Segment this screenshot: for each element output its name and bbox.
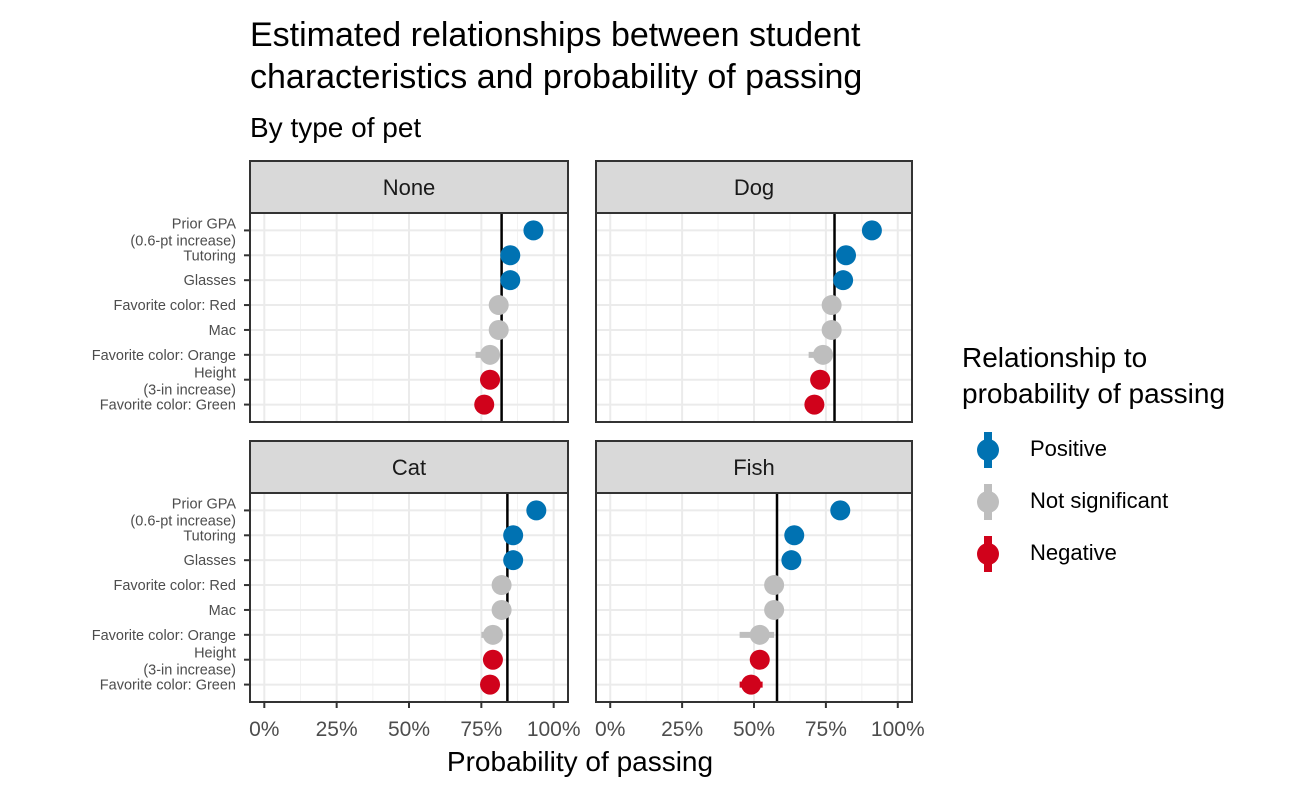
- facet-strip-none: [249, 160, 569, 214]
- facet-strip-cat: [249, 440, 569, 494]
- y-tick-label-prior-gpa: Prior GPA: [172, 216, 237, 232]
- x-tick-label-cat: 0%: [249, 718, 279, 741]
- y-tick-label-glasses: Glasses: [184, 273, 236, 289]
- data-point-none-favorite-color-orange: [480, 344, 501, 365]
- x-tick-label-fish: 75%: [805, 718, 847, 741]
- facet-label-cat: Cat: [392, 455, 426, 480]
- data-point-cat-height-3-in-increase: [482, 649, 503, 670]
- legend-title: Relationship to probability of passing: [962, 340, 1225, 412]
- y-tick-label-tutoring: Tutoring: [183, 248, 236, 264]
- data-point-dog-favorite-color-red: [821, 295, 842, 316]
- legend-label-not-significant: Not significant: [1030, 488, 1169, 513]
- y-tick-label-favorite-color-orange: Favorite color: Orange: [92, 348, 236, 364]
- y-tick-label-0-6-pt-increase: (0.6-pt increase): [130, 233, 236, 249]
- data-point-fish-mac: [764, 599, 785, 620]
- x-tick-label-fish: 0%: [595, 718, 625, 741]
- y-tick-label-favorite-color-red: Favorite color: Red: [114, 578, 237, 594]
- facet-strip-fish: [595, 440, 913, 494]
- panel-border-none: [249, 212, 569, 423]
- y-tick-label-height: Height: [194, 366, 236, 382]
- y-tick-label-prior-gpa: Prior GPA: [172, 496, 237, 512]
- data-point-cat-mac: [491, 599, 512, 620]
- x-tick-label-fish: 100%: [871, 718, 925, 741]
- legend-item-negative: Negative: [962, 534, 1282, 574]
- data-point-cat-tutoring: [503, 525, 524, 546]
- data-point-fish-prior-gpa-0-6-pt-increase: [830, 500, 851, 521]
- data-point-none-favorite-color-red: [488, 295, 509, 316]
- y-tick-label-favorite-color-green: Favorite color: Green: [100, 678, 236, 694]
- data-point-cat-glasses: [503, 550, 524, 571]
- data-point-none-prior-gpa-0-6-pt-increase: [523, 220, 544, 241]
- x-tick-label-fish: 50%: [733, 718, 775, 741]
- data-point-none-favorite-color-green: [474, 394, 495, 415]
- y-tick-label-favorite-color-red: Favorite color: Red: [114, 298, 237, 314]
- chart-subtitle: By type of pet: [250, 112, 422, 143]
- data-point-none-height-3-in-increase: [480, 369, 501, 390]
- facet-label-fish: Fish: [733, 455, 775, 480]
- panel-border-dog: [595, 212, 913, 423]
- data-point-fish-height-3-in-increase: [749, 649, 770, 670]
- data-point-dog-glasses: [833, 270, 854, 291]
- data-point-none-glasses: [500, 270, 521, 291]
- data-point-fish-favorite-color-orange: [749, 624, 770, 645]
- data-point-fish-tutoring: [784, 525, 805, 546]
- data-point-cat-favorite-color-red: [491, 575, 512, 596]
- legend-key-not-significant: [977, 484, 999, 520]
- legend-label-negative: Negative: [1030, 540, 1117, 565]
- legend-key-negative: [977, 536, 999, 572]
- legend: Relationship to probability of passing P…: [962, 340, 1225, 572]
- data-point-none-tutoring: [500, 245, 521, 266]
- facet-label-dog: Dog: [734, 175, 774, 200]
- legend-label-positive: Positive: [1030, 436, 1108, 461]
- y-tick-label-favorite-color-orange: Favorite color: Orange: [92, 628, 236, 644]
- data-point-dog-favorite-color-orange: [813, 344, 834, 365]
- x-tick-label-cat: 100%: [527, 718, 581, 741]
- y-tick-label-glasses: Glasses: [184, 553, 236, 569]
- x-axis-label: Probability of passing: [446, 746, 714, 777]
- facet-label-none: None: [383, 175, 436, 200]
- y-tick-label-3-in-increase: (3-in increase): [143, 383, 236, 399]
- y-tick-label-mac: Mac: [209, 323, 236, 339]
- data-point-none-mac: [488, 319, 509, 340]
- data-point-cat-favorite-color-orange: [482, 624, 503, 645]
- x-tick-label-cat: 75%: [460, 718, 502, 741]
- x-tick-label-cat: 50%: [388, 718, 430, 741]
- y-tick-label-height: Height: [194, 646, 236, 662]
- x-tick-label-cat: 25%: [316, 718, 358, 741]
- data-point-dog-favorite-color-green: [804, 394, 825, 415]
- data-point-dog-prior-gpa-0-6-pt-increase: [861, 220, 882, 241]
- legend-item-positive: Positive: [962, 430, 1282, 470]
- data-point-dog-mac: [821, 319, 842, 340]
- x-tick-label-fish: 25%: [661, 718, 703, 741]
- legend-title-line-1: Relationship to: [962, 342, 1148, 373]
- data-point-fish-favorite-color-red: [764, 575, 785, 596]
- data-point-dog-height-3-in-increase: [810, 369, 831, 390]
- data-point-cat-favorite-color-green: [480, 674, 501, 695]
- y-tick-label-0-6-pt-increase: (0.6-pt increase): [130, 513, 236, 529]
- data-point-dog-tutoring: [836, 245, 857, 266]
- legend-item-not-significant: Not significant: [962, 482, 1282, 522]
- y-tick-label-tutoring: Tutoring: [183, 528, 236, 544]
- chart-title-line-2: characteristics and probability of passi…: [250, 58, 863, 96]
- legend-title-line-2: probability of passing: [962, 378, 1226, 409]
- chart-title-line-1: Estimated relationships between student: [250, 16, 861, 54]
- data-point-fish-favorite-color-green: [741, 674, 762, 695]
- y-tick-label-mac: Mac: [209, 603, 236, 619]
- legend-key-positive: [977, 432, 999, 468]
- y-tick-label-3-in-increase: (3-in increase): [143, 663, 236, 679]
- data-point-fish-glasses: [781, 550, 802, 571]
- data-point-cat-prior-gpa-0-6-pt-increase: [526, 500, 547, 521]
- y-tick-label-favorite-color-green: Favorite color: Green: [100, 398, 236, 414]
